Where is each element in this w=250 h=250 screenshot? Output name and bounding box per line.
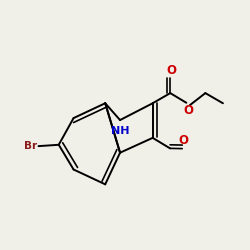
Text: NH: NH [111, 126, 130, 136]
Text: O: O [183, 104, 193, 118]
Text: Br: Br [24, 141, 38, 151]
Text: O: O [178, 134, 188, 147]
Text: O: O [166, 64, 176, 77]
